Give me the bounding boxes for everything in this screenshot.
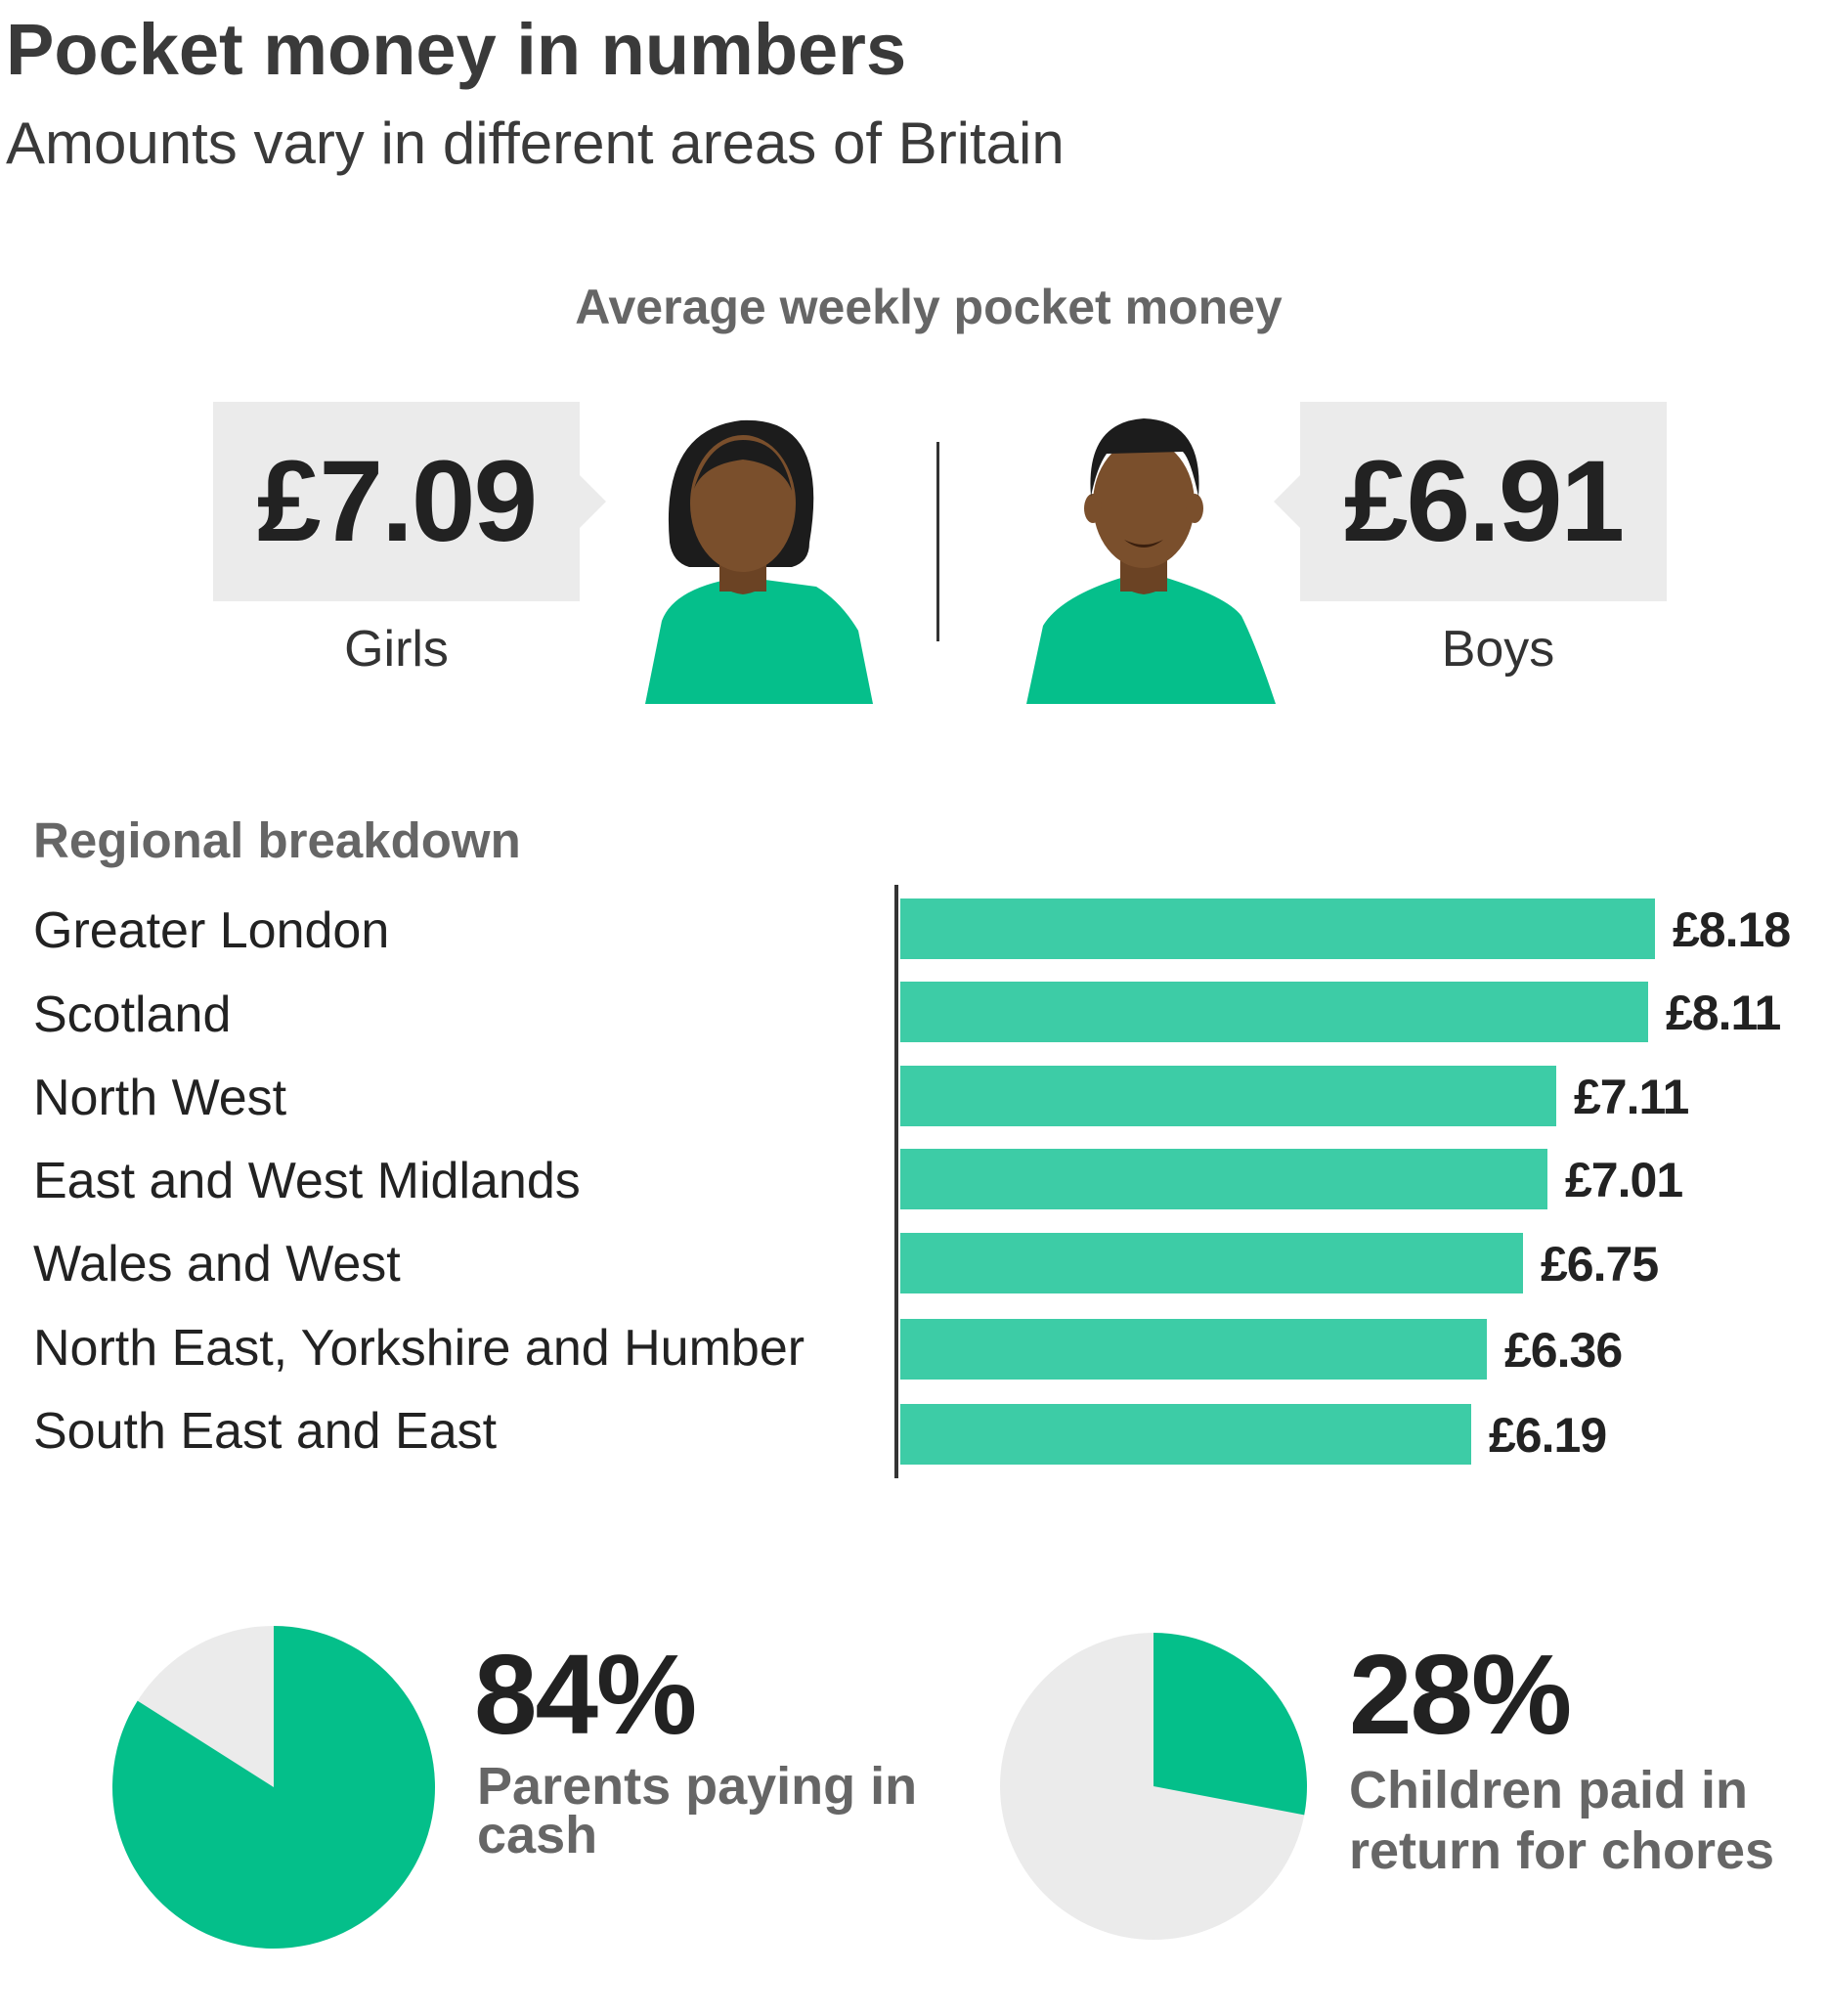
region-label: Greater London xyxy=(33,902,390,959)
bar-north-west xyxy=(900,1066,1556,1126)
region-label: East and West Midlands xyxy=(33,1153,581,1209)
bar-value-label: £7.01 xyxy=(1565,1153,1683,1207)
girls-speech-notch xyxy=(580,475,606,528)
region-label: Wales and West xyxy=(33,1236,401,1293)
pie-chart-cash xyxy=(112,1626,436,1949)
bar-south-east-and-east xyxy=(900,1404,1471,1465)
girl-avatar-icon xyxy=(645,419,873,704)
region-label: North West xyxy=(33,1070,287,1126)
bar-axis-line xyxy=(894,885,898,1478)
regional-breakdown-title: Regional breakdown xyxy=(33,812,521,868)
region-label: North East, Yorkshire and Humber xyxy=(33,1320,805,1377)
bar-north-east-yorkshire-humber xyxy=(900,1319,1487,1380)
pie-chart-chores xyxy=(1000,1633,1308,1940)
bar-value-label: £6.19 xyxy=(1489,1408,1607,1463)
bar-value-label: £8.18 xyxy=(1673,902,1791,957)
page-subtitle: Amounts vary in different areas of Brita… xyxy=(6,110,1065,176)
girls-label: Girls xyxy=(344,621,449,678)
bar-scotland xyxy=(900,982,1648,1042)
girls-amount: £7.09 xyxy=(213,402,580,601)
bar-east-and-west-midlands xyxy=(900,1149,1547,1209)
pie-slice-value xyxy=(112,1626,436,1949)
pct-cash-label: Parents paying in cash xyxy=(477,1757,918,1864)
region-label: South East and East xyxy=(33,1403,498,1460)
page-title: Pocket money in numbers xyxy=(6,9,907,90)
bar-wales-and-west xyxy=(900,1233,1523,1293)
boys-amount: £6.91 xyxy=(1300,402,1667,601)
bar-value-label: £6.36 xyxy=(1504,1323,1623,1378)
bar-value-label: £6.75 xyxy=(1541,1237,1659,1292)
bar-value-label: £7.11 xyxy=(1574,1070,1689,1124)
pct-cash: 84% xyxy=(474,1631,697,1758)
gender-divider xyxy=(936,442,939,641)
bar-value-label: £8.11 xyxy=(1666,986,1781,1040)
bar-greater-london xyxy=(900,898,1655,959)
pie-slice-value xyxy=(1153,1633,1308,1816)
boys-speech-notch xyxy=(1274,475,1300,528)
boy-avatar-icon xyxy=(1026,418,1276,704)
region-label: Scotland xyxy=(33,986,232,1043)
pct-chores-label: Children paid in return for chores xyxy=(1349,1761,1775,1880)
boys-label: Boys xyxy=(1441,621,1555,678)
pct-chores: 28% xyxy=(1349,1631,1572,1758)
average-section-title: Average weekly pocket money xyxy=(575,280,1283,334)
